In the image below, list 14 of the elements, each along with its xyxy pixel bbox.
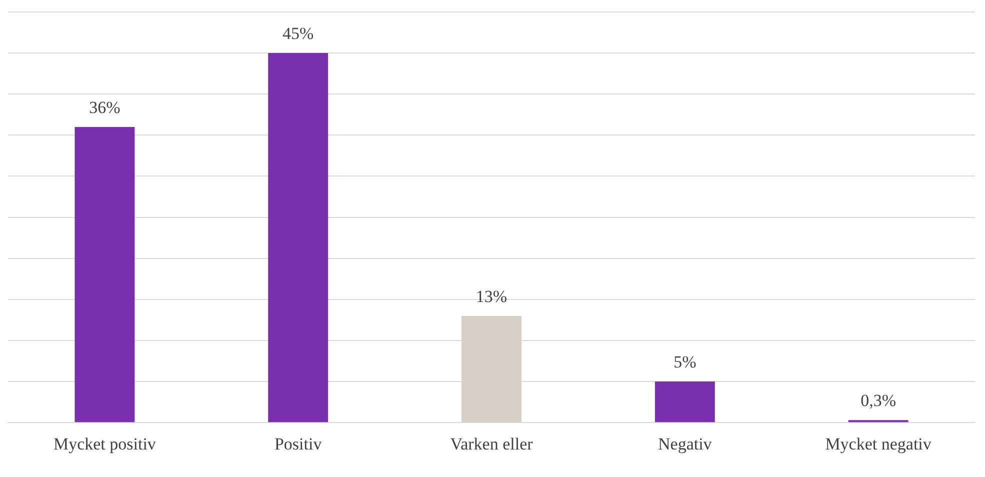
bar [462, 316, 522, 422]
bar [268, 53, 328, 422]
x-tick-label: Mycket positiv [53, 434, 156, 454]
x-tick-label: Mycket negativ [825, 434, 932, 454]
data-label: 13% [476, 286, 508, 306]
x-tick-label: Varken eller [450, 434, 534, 454]
data-label: 5% [674, 352, 696, 372]
bar [654, 382, 715, 422]
data-label: 0,3% [860, 391, 896, 410]
bar [74, 126, 135, 422]
x-tick-label: Negativ [658, 434, 712, 454]
x-tick-label: Positiv [274, 434, 322, 454]
data-label: 36% [89, 98, 120, 117]
data-label: 45% [282, 24, 314, 44]
